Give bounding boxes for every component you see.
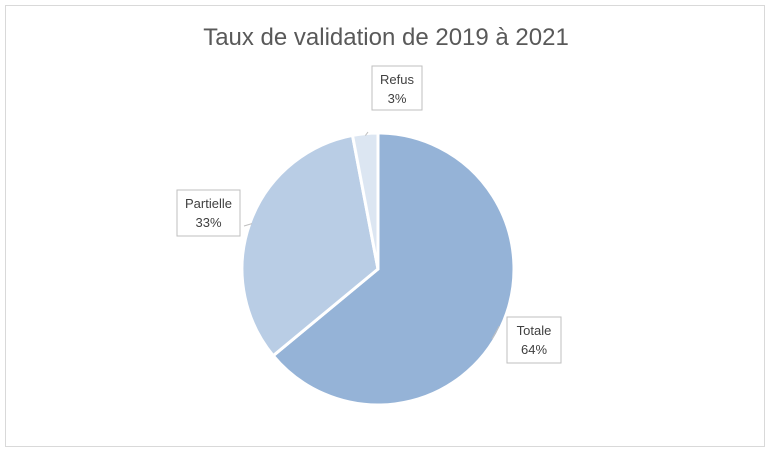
callout-box-totale	[506, 316, 562, 364]
pie-slice-totale	[271, 131, 516, 407]
data-label-callouts: Totale 64% Partielle 33% Refus 3%	[176, 65, 562, 364]
leader-line-partielle	[243, 223, 253, 227]
data-label-category-refus: Refus	[380, 72, 414, 87]
leader-line-totale	[491, 325, 500, 340]
pie-slice-refus	[351, 131, 380, 271]
data-label-value-totale: 64%	[521, 342, 547, 357]
callout-partielle: Partielle 33%	[176, 189, 253, 237]
callout-refus: Refus 3%	[364, 65, 423, 136]
callout-box-partielle	[176, 189, 241, 237]
chart-title: Taux de validation de 2019 à 2021	[203, 24, 569, 51]
callout-totale: Totale 64%	[491, 316, 562, 364]
pie-slices	[240, 131, 516, 407]
callout-box-refus	[371, 65, 423, 111]
data-label-value-refus: 3%	[388, 91, 407, 106]
pie-slice-partielle	[240, 133, 380, 358]
data-label-value-partielle: 33%	[195, 215, 221, 230]
data-label-category-totale: Totale	[517, 323, 552, 338]
data-label-category-partielle: Partielle	[185, 196, 232, 211]
leader-line-refus	[364, 131, 369, 136]
